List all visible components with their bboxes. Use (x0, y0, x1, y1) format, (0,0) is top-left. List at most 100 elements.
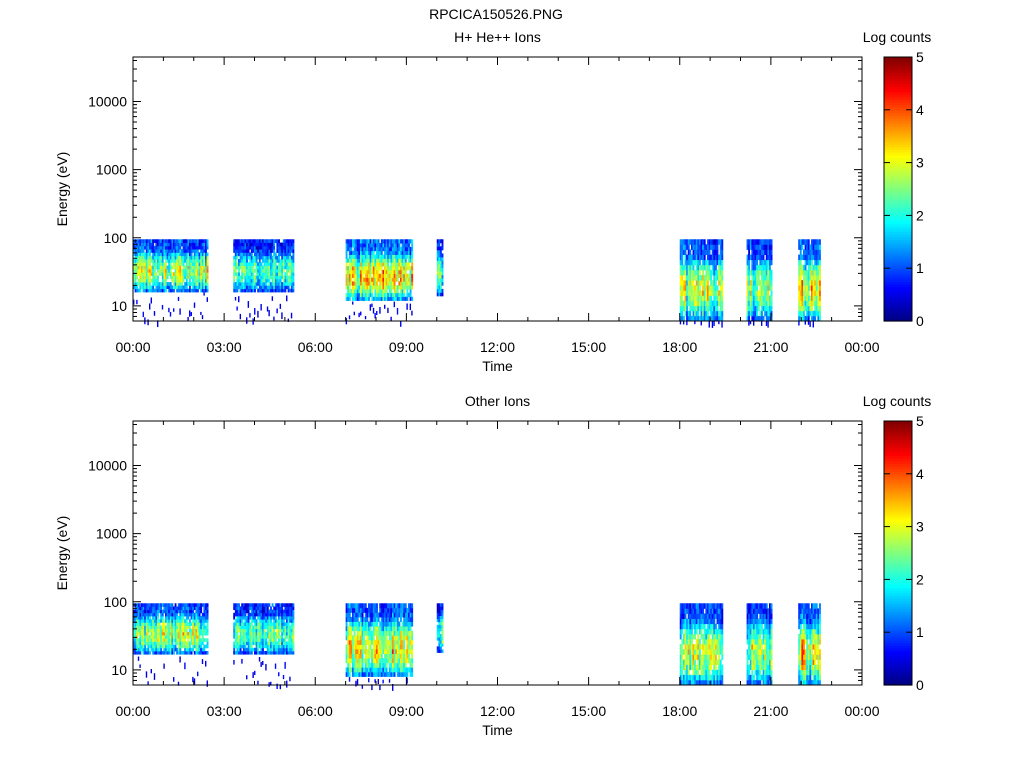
spectrogram-cell (395, 269, 398, 275)
spectrogram-cell (748, 264, 751, 271)
spectrogram-cell (161, 275, 164, 280)
colorbar-segment (884, 315, 912, 319)
spectrogram-cell (817, 315, 820, 322)
spectrogram-cell (684, 285, 687, 291)
spectrogram-cell (368, 644, 370, 650)
spectrogram-cell (258, 606, 261, 611)
spectrogram-cell (350, 649, 353, 655)
spectrogram-cell (234, 641, 237, 646)
spectrogram-cell (348, 626, 351, 632)
spectrogram-cell (260, 252, 263, 257)
spectrogram-cell (380, 644, 383, 650)
spectrogram-cell (247, 622, 250, 626)
spectrogram-cell (368, 635, 370, 641)
spectrogram-cell (190, 255, 193, 260)
spectrogram-cell (809, 254, 812, 261)
spectrogram-cell (807, 269, 810, 276)
spectrogram-cell (181, 268, 183, 273)
spectrogram-cell (171, 245, 174, 250)
spectrogram-cell (271, 635, 274, 639)
spectrogram-cell (268, 625, 271, 630)
spectrogram-cell (252, 278, 255, 283)
spectrogram-cell (284, 272, 287, 276)
spectrogram-cell (155, 622, 158, 626)
spectrogram-cell (380, 621, 383, 627)
spectrogram-cell (292, 275, 295, 280)
spectrogram-cell (273, 282, 276, 286)
spectrogram-cell (374, 266, 377, 271)
spectrogram-cell (205, 252, 207, 257)
spectrogram-cell (702, 259, 705, 266)
spectrogram-cell (768, 285, 771, 291)
colorbar-segment (884, 157, 912, 161)
spectrogram-cell (149, 603, 151, 607)
spectrogram-cell (161, 239, 164, 243)
spectrogram-cell (233, 275, 236, 280)
spectrogram-cell (279, 245, 282, 250)
spectrogram-cell (369, 281, 372, 286)
spectrogram-cell (697, 269, 700, 276)
spectrogram-cell (700, 290, 703, 296)
spectrogram-cell (258, 259, 261, 263)
spectrogram-cell (404, 285, 407, 290)
spectrogram-cell (436, 246, 439, 251)
spectrogram-cell (385, 644, 388, 650)
spectrogram-cell (703, 310, 706, 317)
spectrogram-cell (706, 264, 709, 271)
spectrogram-cell (136, 638, 139, 642)
spectrogram-cell (192, 265, 195, 270)
spectrogram-cell (155, 616, 158, 620)
spectrogram-cell (762, 300, 765, 307)
spectrogram-cell (147, 268, 150, 273)
spectrogram-cell (411, 285, 414, 290)
spectrogram-cell (385, 662, 388, 668)
spectrogram-cell (252, 625, 255, 630)
spectrogram-cell (234, 631, 237, 636)
spectrogram-cell (268, 619, 271, 623)
spectrogram-cell (171, 609, 174, 614)
spectrogram-cell (372, 254, 375, 259)
sparse-count-mark (377, 679, 380, 685)
spectrogram-cell (290, 265, 293, 270)
spectrogram-cell (254, 616, 256, 620)
spectrogram-cell (244, 644, 247, 649)
spectrogram-cell (345, 246, 348, 252)
spectrogram-cell (361, 671, 364, 677)
spectrogram-cell (197, 651, 199, 655)
spectrogram-cell (348, 607, 351, 613)
spectrogram-cell (384, 635, 386, 641)
spectrogram-cell (274, 644, 277, 649)
spectrogram-cell (145, 635, 148, 639)
spectrogram-cell (754, 254, 757, 261)
spectrogram-cell (350, 626, 353, 632)
spectrogram-cell (358, 635, 361, 641)
spectrogram-cell (247, 268, 250, 273)
spectrogram-cell (249, 641, 252, 646)
spectrogram-cell (260, 616, 263, 620)
spectrogram-cell (374, 639, 377, 645)
spectrogram-cell (206, 282, 209, 286)
sparse-count-mark (266, 306, 269, 312)
spectrogram-cell (260, 625, 263, 630)
spectrogram-cell (403, 266, 406, 271)
spectrogram-cell (136, 262, 139, 267)
spectrogram-cell (190, 606, 193, 611)
spectrogram-cell (271, 647, 274, 652)
spectrogram-cell (149, 619, 151, 623)
spectrogram-cell (694, 249, 697, 255)
spectrogram-cell (242, 239, 245, 243)
spectrogram-cell (203, 288, 206, 293)
spectrogram-cell (711, 310, 714, 317)
spectrogram-cell (206, 612, 209, 617)
spectrogram-cell (348, 239, 351, 244)
spectrogram-cell (815, 310, 818, 317)
spectrogram-cell (752, 310, 755, 317)
spectrogram-cell (814, 305, 817, 312)
spectrogram-cell (287, 628, 290, 633)
spectrogram-cell (182, 278, 185, 283)
spectrogram-cell (147, 272, 150, 276)
spectrogram-cell (706, 269, 709, 276)
spectrogram-cell (171, 255, 174, 260)
spectrogram-cell (355, 292, 358, 298)
spectrogram-cell (200, 628, 203, 633)
